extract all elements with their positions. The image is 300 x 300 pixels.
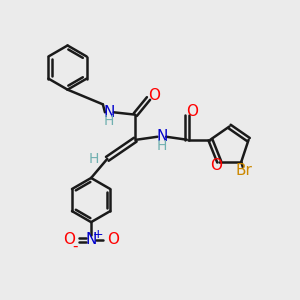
Text: O: O xyxy=(210,158,222,173)
Text: Br: Br xyxy=(236,163,253,178)
Text: O: O xyxy=(107,232,119,247)
Text: N: N xyxy=(156,129,167,144)
Text: H: H xyxy=(157,139,167,153)
Text: N: N xyxy=(103,105,115,120)
Text: O: O xyxy=(63,232,75,247)
Text: -: - xyxy=(72,239,77,254)
Text: O: O xyxy=(148,88,160,103)
Text: O: O xyxy=(186,103,198,118)
Text: N: N xyxy=(85,232,97,247)
Text: +: + xyxy=(92,228,103,241)
Text: H: H xyxy=(89,152,99,166)
Text: H: H xyxy=(103,114,114,128)
